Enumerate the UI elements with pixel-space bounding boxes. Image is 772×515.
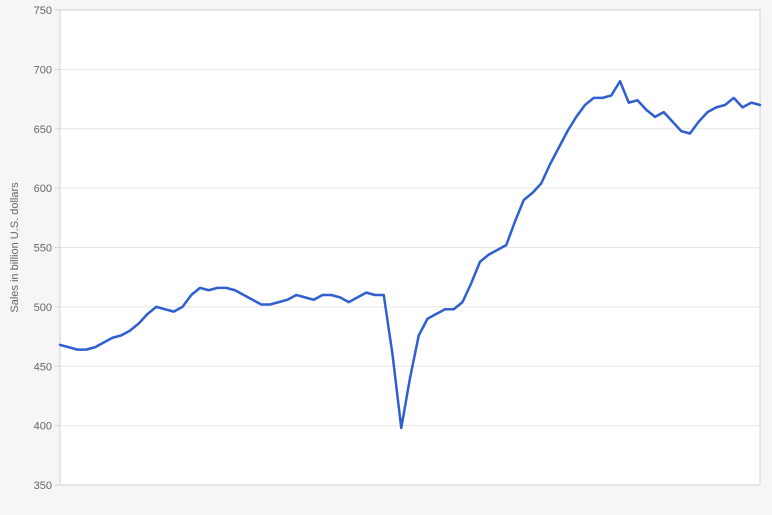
ytick-label: 450 (34, 361, 52, 373)
ytick-label: 750 (34, 5, 52, 17)
ytick-label: 350 (34, 480, 52, 492)
ytick-label: 400 (34, 421, 52, 433)
ytick-label: 550 (34, 243, 52, 255)
chart-container: 350 400 450 500 550 600 650 700 750 Sales in bill… (0, 0, 772, 515)
y-axis-label: Sales in billion U.S. dollars (9, 182, 21, 313)
ytick-label: 600 (34, 183, 52, 195)
line-chart: 350 400 450 500 550 600 650 700 750 Sales in bill… (0, 0, 772, 515)
ytick-label: 500 (34, 302, 52, 314)
ytick-label: 650 (34, 124, 52, 136)
ytick-label: 700 (34, 64, 52, 76)
